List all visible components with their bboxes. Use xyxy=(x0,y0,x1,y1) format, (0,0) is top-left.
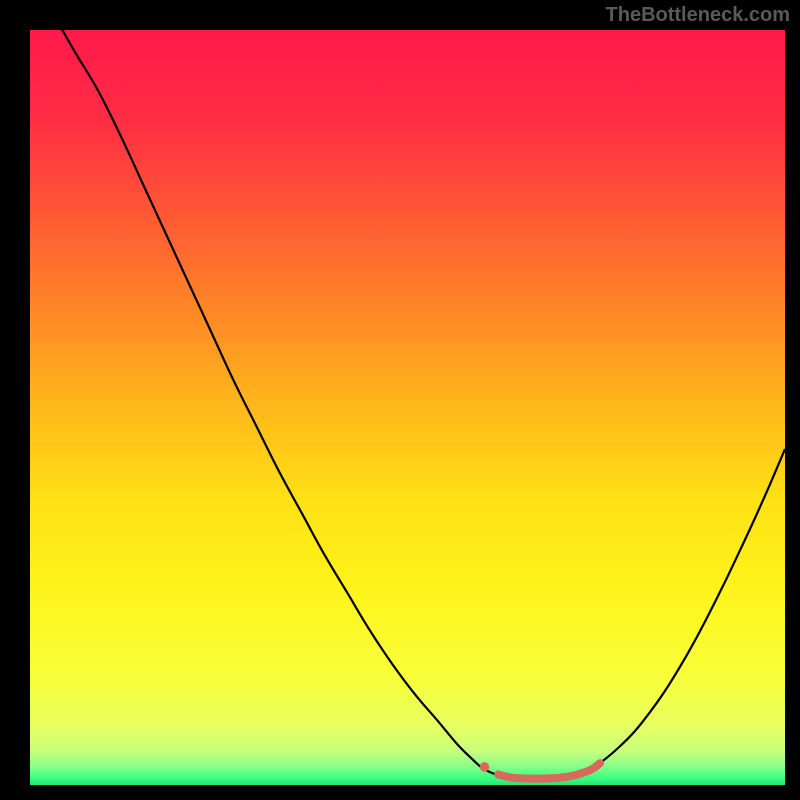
bottleneck-curve xyxy=(60,30,785,779)
bottleneck-chart: TheBottleneck.com xyxy=(0,0,800,800)
attribution-label: TheBottleneck.com xyxy=(606,4,790,27)
highlight-segment xyxy=(498,763,600,778)
curve-layer xyxy=(30,30,785,785)
highlight-dot xyxy=(480,762,490,772)
plot-area xyxy=(30,30,785,785)
